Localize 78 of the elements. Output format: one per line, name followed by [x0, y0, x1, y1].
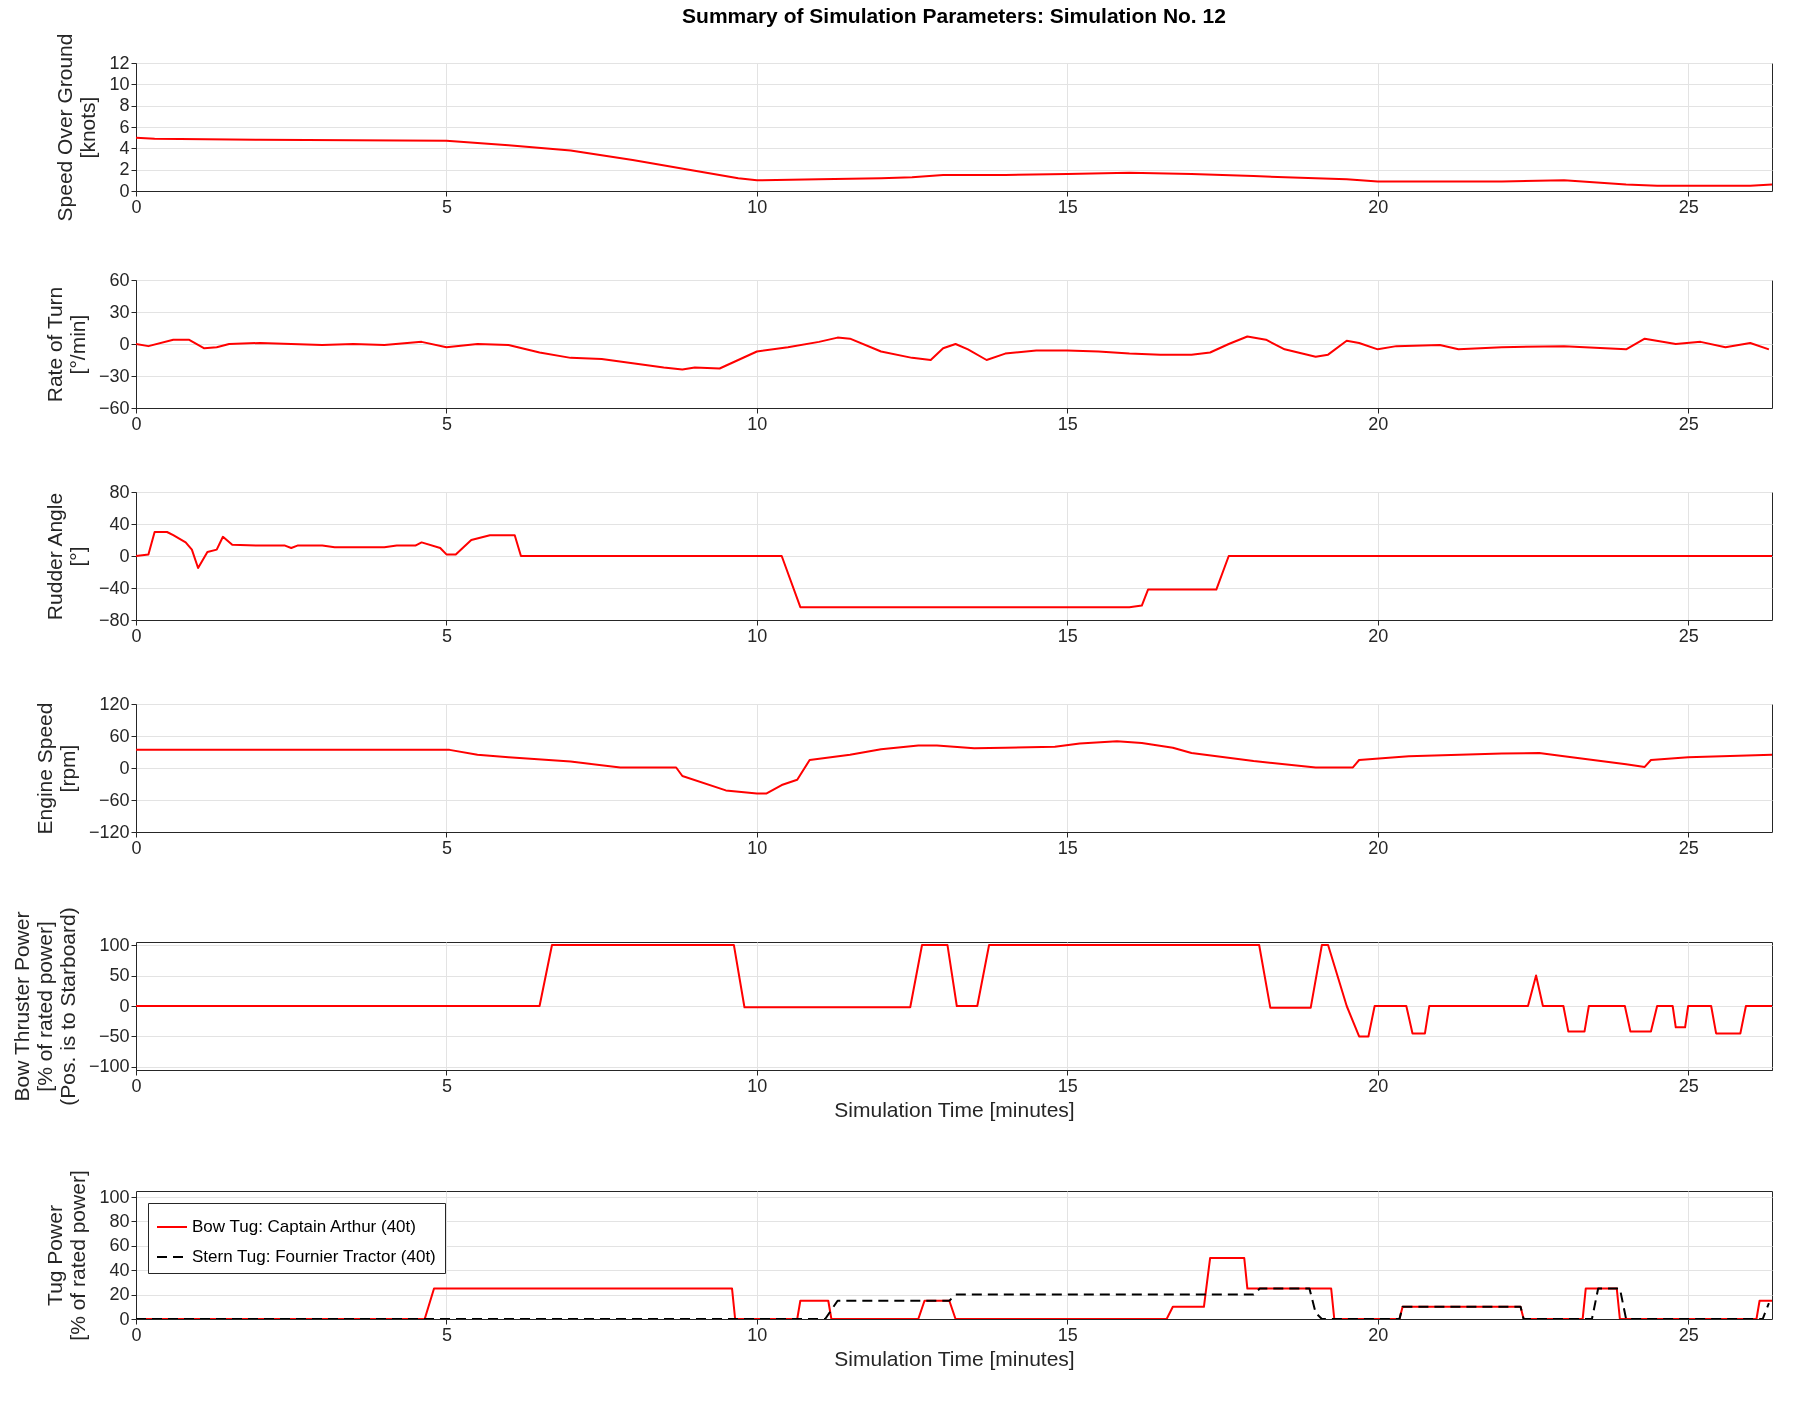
y-tick-label: 30: [109, 301, 130, 322]
y-tick-label: 100: [99, 934, 130, 955]
x-tick-label: 5: [441, 1075, 452, 1096]
y-tick-label: −50: [98, 1025, 130, 1046]
x-tick-label: 25: [1678, 1324, 1699, 1345]
line-series: [136, 531, 1772, 609]
x-axis-title: Simulation Time [minutes]: [834, 1346, 1075, 1370]
y-axis-title: Bow Thruster Power [% of rated power] (Pos. is to Starboard): [9, 907, 79, 1106]
y-tick-label: 0: [119, 545, 130, 566]
y-tick-label: 0: [119, 1308, 130, 1329]
y-tick-label: 80: [109, 481, 130, 502]
y-tick-label: 40: [109, 513, 130, 534]
x-tick-label: 5: [441, 196, 452, 217]
x-tick-label: 10: [747, 837, 768, 858]
x-tick-label: 10: [747, 1324, 768, 1345]
x-tick-label: 15: [1057, 413, 1078, 434]
y-tick-label: −120: [88, 821, 130, 842]
x-tick-label: 25: [1678, 1075, 1699, 1096]
x-tick-label: 20: [1368, 625, 1389, 646]
y-tick-label: 60: [109, 1235, 130, 1256]
x-tick-label: 25: [1678, 196, 1699, 217]
y-tick-label: 20: [109, 1284, 130, 1305]
y-tick-label: 40: [109, 1259, 130, 1280]
y-tick-label: −100: [88, 1056, 130, 1077]
line-series: [136, 335, 1770, 371]
y-tick-label: 10: [109, 73, 130, 94]
y-tick-label: 4: [119, 137, 130, 158]
line-series: [136, 740, 1772, 795]
x-tick-label: 15: [1057, 837, 1078, 858]
y-tick-label: 0: [119, 180, 130, 201]
y-tick-label: 8: [119, 95, 130, 116]
y-tick-label: 50: [109, 965, 130, 986]
x-tick-label: 20: [1368, 1075, 1389, 1096]
x-tick-label: 15: [1057, 196, 1078, 217]
x-tick-label: 5: [441, 413, 452, 434]
x-tick-label: 10: [747, 625, 768, 646]
x-tick-label: 15: [1057, 1075, 1078, 1096]
x-tick-label: 15: [1057, 625, 1078, 646]
x-tick-label: 5: [441, 837, 452, 858]
y-tick-label: −40: [98, 577, 130, 598]
line-series: [136, 136, 1772, 187]
x-tick-label: 25: [1678, 625, 1699, 646]
x-axis-title: Simulation Time [minutes]: [834, 1097, 1075, 1121]
y-axis-title: Rate of Turn [°/min]: [42, 286, 89, 403]
x-tick-label: 20: [1368, 1324, 1389, 1345]
x-tick-label: 5: [441, 625, 452, 646]
y-tick-label: 0: [119, 757, 130, 778]
y-tick-label: −80: [98, 609, 130, 630]
x-tick-label: 10: [747, 196, 768, 217]
y-tick-label: 0: [119, 333, 130, 354]
y-axis-title: Engine Speed [rpm]: [32, 702, 79, 835]
y-axis-title: Tug Power [% of rated power]: [43, 1170, 90, 1341]
legend-label: Stern Tug: Fournier Tractor (40t): [192, 1247, 436, 1266]
x-tick-label: 25: [1678, 413, 1699, 434]
y-tick-label: −60: [98, 789, 130, 810]
y-tick-label: −60: [98, 397, 130, 418]
y-tick-label: 2: [119, 159, 130, 180]
y-tick-label: 120: [99, 693, 130, 714]
x-tick-label: 10: [747, 1075, 768, 1096]
y-tick-label: 60: [109, 725, 130, 746]
x-tick-label: 20: [1368, 413, 1389, 434]
x-tick-label: 25: [1678, 837, 1699, 858]
y-axis-title: Rudder Angle [°]: [42, 492, 89, 621]
y-tick-label: 80: [109, 1210, 130, 1231]
chart-title: Summary of Simulation Parameters: Simulation No. 12: [682, 4, 1226, 28]
x-tick-label: 15: [1057, 1324, 1078, 1345]
y-tick-label: 60: [109, 269, 130, 290]
y-axis-title: Speed Over Ground [knots]: [53, 33, 100, 222]
y-tick-label: 6: [119, 116, 130, 137]
x-tick-label: 20: [1368, 837, 1389, 858]
legend-label: Bow Tug: Captain Arthur (40t): [192, 1217, 416, 1236]
x-tick-label: 10: [747, 413, 768, 434]
y-tick-label: 0: [119, 995, 130, 1016]
x-tick-label: 5: [441, 1324, 452, 1345]
y-tick-label: 100: [99, 1186, 130, 1207]
y-tick-label: 12: [109, 52, 130, 73]
x-tick-label: 20: [1368, 196, 1389, 217]
y-tick-label: −30: [98, 365, 130, 386]
